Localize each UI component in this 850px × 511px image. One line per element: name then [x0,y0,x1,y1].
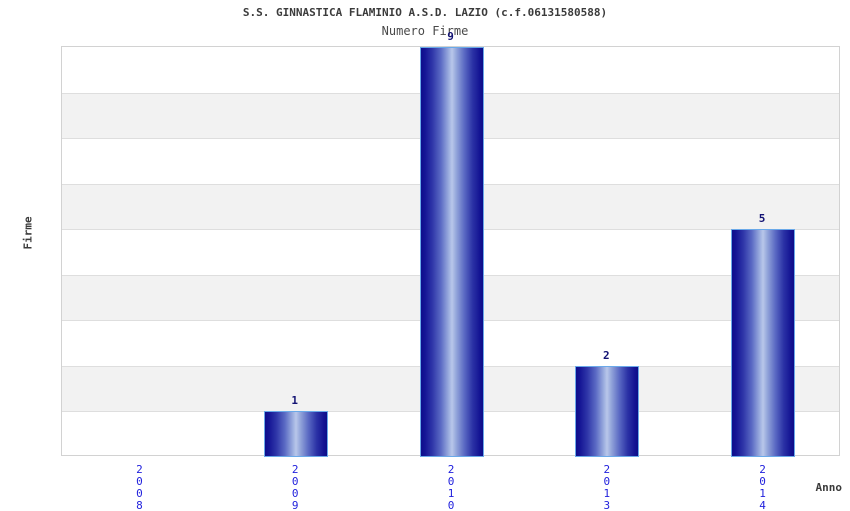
bar[interactable] [731,229,796,457]
bar[interactable] [419,47,484,457]
x-tick-label: 2013 [600,463,614,511]
bar[interactable] [575,365,640,457]
x-tick-label: 2014 [756,463,770,511]
bar-value-label: 2 [602,348,610,362]
bar-chart: S.S. GINNASTICA FLAMINIO A.S.D. LAZIO (c… [21,6,843,511]
chart-title: S.S. GINNASTICA FLAMINIO A.S.D. LAZIO (c… [242,6,608,19]
chart-subtitle: Numero Firme [381,24,469,38]
x-tick-label: 2008 [132,463,146,511]
bar-value-label: 1 [291,394,298,408]
y-axis-title: Firme [21,216,35,250]
x-tick-label: 2010 [444,463,458,511]
x-axis-title: Anno [815,481,843,494]
bar-value-label: 9 [447,30,454,43]
plot-area [61,46,840,457]
x-tick-label: 2009 [288,463,302,511]
bar[interactable] [263,411,328,457]
bar-value-label: 5 [758,212,766,226]
